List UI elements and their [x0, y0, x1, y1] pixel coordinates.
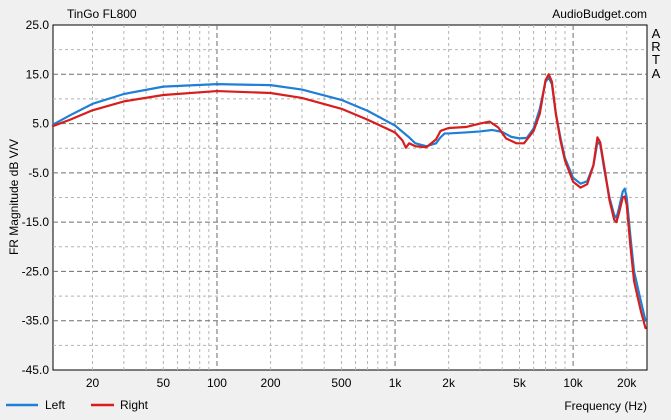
- y-tick-label: 15.0: [26, 67, 50, 81]
- y-tick-label: -45.0: [22, 363, 50, 377]
- y-tick-label: 5.0: [32, 117, 49, 131]
- x-tick-label: 5k: [513, 376, 527, 390]
- side-label-letter: T: [652, 52, 660, 67]
- x-tick-label: 10k: [563, 376, 583, 390]
- x-tick-label: 200: [261, 376, 281, 390]
- y-axis-title: FR Magnitude dB V/V: [7, 139, 21, 255]
- x-tick-label: 1k: [389, 376, 403, 390]
- y-axis: 25.0 15.0 5.0 -5.0 -15.0 -25.0 -35.0 -45.0: [22, 18, 50, 377]
- series-line-right: [51, 73, 647, 330]
- y-tick-label: 25.0: [26, 18, 50, 32]
- side-label-letter: A: [652, 26, 661, 41]
- x-axis-title: Frequency (Hz): [564, 399, 647, 413]
- x-axis: 20 50 100 200 500 1k 2k 5k 10k 20k: [86, 376, 638, 390]
- side-label: A R T A: [651, 26, 660, 81]
- chart-title: TinGo FL800: [67, 7, 137, 21]
- y-tick-label: -25.0: [22, 264, 50, 278]
- grid-lines: [53, 25, 647, 370]
- y-tick-label: -5.0: [28, 166, 49, 180]
- y-tick-label: -35.0: [22, 314, 50, 328]
- x-tick-label: 20k: [617, 376, 637, 390]
- y-tick-label: -15.0: [22, 215, 50, 229]
- legend: Left Right: [6, 398, 149, 412]
- x-tick-label: 50: [157, 376, 171, 390]
- legend-label-right: Right: [120, 398, 149, 412]
- side-label-letter: R: [651, 39, 660, 54]
- legend-label-left: Left: [45, 398, 66, 412]
- x-tick-label: 20: [86, 376, 100, 390]
- source-label: AudioBudget.com: [552, 7, 647, 21]
- x-tick-label: 500: [331, 376, 351, 390]
- side-label-letter: A: [652, 66, 661, 81]
- x-tick-label: 2k: [442, 376, 456, 390]
- x-tick-label: 100: [207, 376, 227, 390]
- series-layer: [51, 73, 647, 330]
